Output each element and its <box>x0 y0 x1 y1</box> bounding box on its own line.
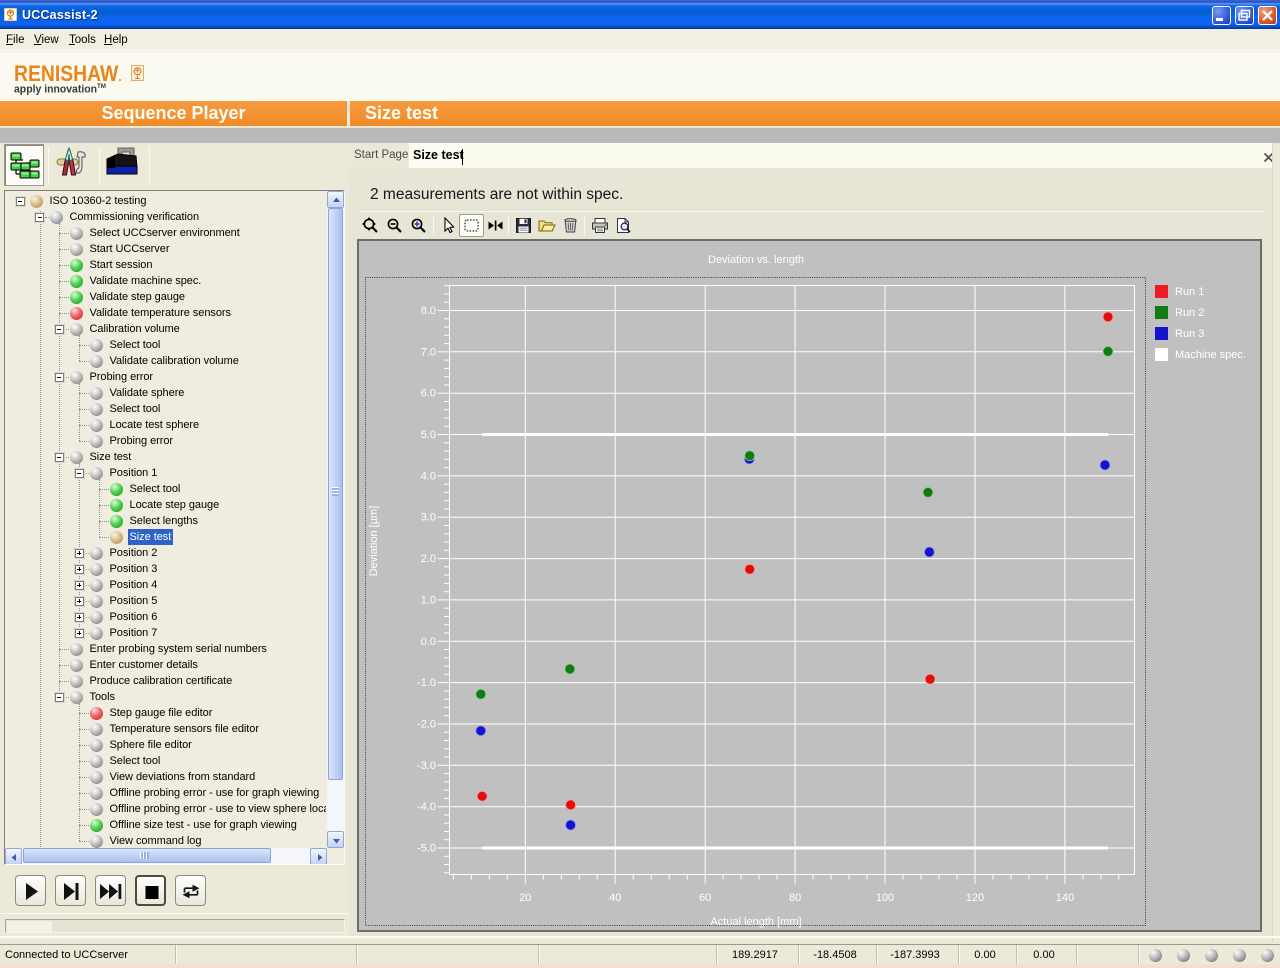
svg-text:-3.0: -3.0 <box>417 760 436 772</box>
svg-text:140: 140 <box>1056 892 1074 904</box>
svg-text:100: 100 <box>876 892 894 904</box>
svg-text:Run 1: Run 1 <box>1175 286 1204 298</box>
svg-text:Machine spec.: Machine spec. <box>1175 349 1246 361</box>
svg-text:7.0: 7.0 <box>421 346 436 358</box>
svg-text:8.0: 8.0 <box>421 305 436 317</box>
svg-text:60: 60 <box>699 892 711 904</box>
svg-text:4.0: 4.0 <box>421 470 436 482</box>
svg-text:Deviation vs. length: Deviation vs. length <box>708 254 804 266</box>
svg-text:40: 40 <box>609 892 621 904</box>
svg-text:-2.0: -2.0 <box>417 719 436 731</box>
svg-text:1.0: 1.0 <box>421 594 436 606</box>
svg-text:80: 80 <box>789 892 801 904</box>
svg-text:-5.0: -5.0 <box>417 843 436 855</box>
svg-text:5.0: 5.0 <box>421 429 436 441</box>
svg-text:6.0: 6.0 <box>421 388 436 400</box>
svg-text:120: 120 <box>966 892 984 904</box>
svg-text:-4.0: -4.0 <box>417 801 436 813</box>
svg-text:0.0: 0.0 <box>421 636 436 648</box>
svg-text:20: 20 <box>519 892 531 904</box>
svg-text:Run 3: Run 3 <box>1175 328 1204 340</box>
svg-text:3.0: 3.0 <box>421 512 436 524</box>
svg-text:Run 2: Run 2 <box>1175 307 1204 319</box>
svg-text:Deviation [µm]: Deviation [µm] <box>368 506 380 577</box>
svg-text:Actual length [mm]: Actual length [mm] <box>710 916 801 928</box>
svg-text:-1.0: -1.0 <box>417 677 436 689</box>
svg-text:2.0: 2.0 <box>421 553 436 565</box>
